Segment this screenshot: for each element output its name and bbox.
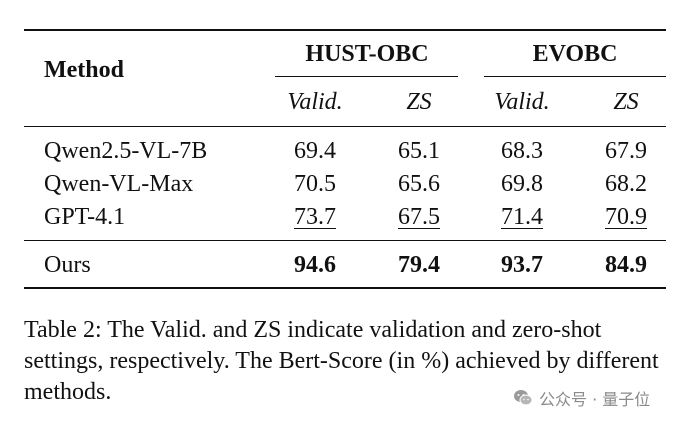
row-method-name: Qwen-VL-Max: [44, 171, 194, 197]
table-cell-best: 84.9: [605, 252, 647, 278]
table-cell-best: 93.7: [501, 252, 543, 278]
row-method-name: Qwen2.5-VL-7B: [44, 138, 208, 164]
table-cell-second-best: 71.4: [501, 204, 543, 230]
table-cell: 65.1: [398, 138, 440, 164]
table-cell: 65.6: [398, 171, 440, 197]
table-cell-second-best: 73.7: [294, 204, 336, 230]
table-cell: 68.3: [501, 138, 543, 164]
watermark: 公众号 · 量子位: [513, 386, 650, 410]
hust-obc-group-rule: [275, 76, 458, 77]
table-cell-second-best: 67.5: [398, 204, 440, 230]
row-method-name: Ours: [44, 252, 91, 278]
hust-obc-group-header: HUST-OBC: [305, 41, 429, 67]
table-cell: 67.9: [605, 138, 647, 164]
table-cell-best: 94.6: [294, 252, 336, 278]
row-method-name: GPT-4.1: [44, 204, 126, 230]
table-caption: Table 2: The Valid. and ZS indicate vali…: [24, 317, 659, 405]
hust-valid-subheader: Valid.: [287, 89, 343, 115]
header-bottom-rule: [24, 126, 666, 127]
hust-zs-subheader: ZS: [406, 89, 432, 115]
method-column-header: Method: [44, 57, 124, 83]
table-cell: 69.8: [501, 171, 543, 197]
table-bottom-rule: [24, 287, 666, 289]
wechat-icon: [513, 388, 533, 408]
evobc-group-header: EVOBC: [532, 41, 618, 67]
evobc-group-rule: [484, 76, 666, 77]
evobc-zs-subheader: ZS: [613, 89, 639, 115]
table-cell: 69.4: [294, 138, 336, 164]
table-cell-best: 79.4: [398, 252, 440, 278]
table-cell: 70.5: [294, 171, 336, 197]
evobc-valid-subheader: Valid.: [494, 89, 550, 115]
watermark-text: 公众号 · 量子位: [539, 390, 651, 409]
table-top-rule: [24, 29, 666, 31]
table-cell: 68.2: [605, 171, 647, 197]
ours-separator-rule: [24, 240, 666, 241]
table-cell-second-best: 70.9: [605, 204, 647, 230]
